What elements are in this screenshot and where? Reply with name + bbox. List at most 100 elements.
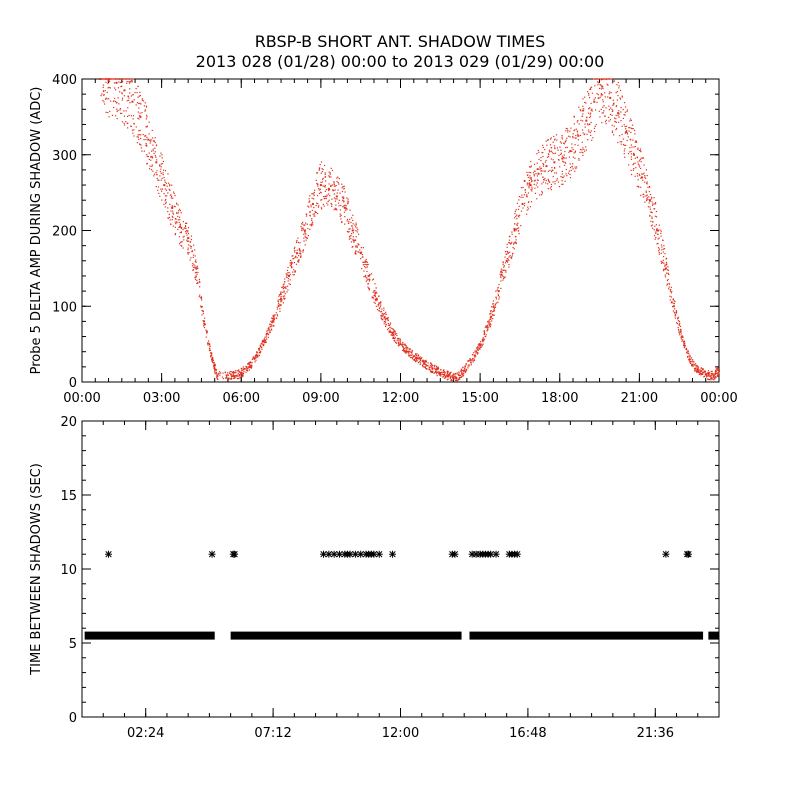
data-point-cloud xyxy=(646,199,648,202)
data-point-cloud xyxy=(666,283,668,285)
data-point-cloud xyxy=(625,125,628,127)
data-point-cloud xyxy=(240,371,243,373)
data-point-cloud xyxy=(714,373,717,376)
data-point-cloud xyxy=(289,279,291,281)
data-point-cloud xyxy=(617,141,619,144)
data-point-cloud xyxy=(515,228,517,230)
data-point-cloud xyxy=(158,179,160,181)
data-point-cloud xyxy=(237,374,239,376)
data-point-cloud xyxy=(651,224,653,226)
data-point-cloud xyxy=(571,150,573,152)
data-point-cloud xyxy=(364,260,366,262)
data-point-cloud xyxy=(444,371,446,373)
data-point-cloud xyxy=(563,157,565,159)
data-point-cloud xyxy=(300,250,302,252)
data-point-cloud xyxy=(502,264,504,266)
data-point-cloud xyxy=(657,247,660,249)
data-point-cloud xyxy=(697,367,699,369)
data-point-cloud xyxy=(608,93,610,95)
data-point-cloud xyxy=(480,344,482,346)
data-point-cloud xyxy=(471,354,474,356)
data-point-cloud xyxy=(141,98,144,100)
data-point-cloud xyxy=(655,224,657,226)
data-point-cloud xyxy=(245,369,247,371)
data-point-cloud xyxy=(418,361,420,363)
data-point-cloud xyxy=(394,336,396,339)
data-point-cloud xyxy=(488,321,490,324)
data-point-cloud xyxy=(352,232,354,234)
data-point-cloud xyxy=(613,80,616,82)
data-point-cloud xyxy=(691,364,693,366)
data-point-cloud xyxy=(282,295,284,297)
data-point-cloud xyxy=(393,332,395,334)
data-point-cloud xyxy=(374,292,376,294)
data-point-cloud xyxy=(209,348,211,350)
data-point-cloud xyxy=(145,144,147,147)
data-point-cloud xyxy=(613,102,615,104)
data-point-cloud xyxy=(226,376,228,378)
data-point-cloud xyxy=(303,224,305,227)
data-point-cloud xyxy=(145,118,148,120)
data-point-cloud xyxy=(664,269,666,271)
data-point-cloud xyxy=(415,358,418,360)
data-point-cloud xyxy=(398,344,400,346)
data-point-cloud xyxy=(285,286,287,288)
data-point-cloud xyxy=(133,129,135,131)
data-point-cloud xyxy=(651,201,653,203)
data-point-cloud xyxy=(312,193,314,195)
data-point-cloud xyxy=(611,82,613,84)
data-point-cloud xyxy=(256,356,258,358)
data-point-cloud xyxy=(189,245,191,247)
data-point-cloud xyxy=(576,130,579,132)
data-point-cloud xyxy=(176,202,178,204)
data-point-cloud xyxy=(407,347,409,349)
data-point-cloud xyxy=(185,232,187,234)
data-point-cloud xyxy=(660,244,663,246)
data-point-cloud xyxy=(365,261,367,263)
data-point-cloud xyxy=(261,348,263,350)
data-point-cloud xyxy=(663,248,666,250)
data-point-cloud xyxy=(378,295,380,298)
data-point xyxy=(335,195,338,198)
data-point-cloud xyxy=(718,372,720,374)
data-point-cloud xyxy=(547,170,550,172)
data-point-cloud xyxy=(496,302,498,304)
data-point-cloud xyxy=(639,148,642,150)
data-point-cloud xyxy=(163,176,165,179)
data-point-cloud xyxy=(205,329,207,331)
data-point-cloud xyxy=(234,375,236,377)
data-point-cloud xyxy=(204,323,206,325)
data-point-cloud xyxy=(248,367,250,369)
data-point-cloud xyxy=(459,374,461,377)
data-point-cloud xyxy=(123,110,125,112)
data-point-cloud xyxy=(328,176,331,178)
data-point-cloud xyxy=(310,206,312,208)
data-point-cloud xyxy=(100,78,103,80)
data-point-cloud xyxy=(509,255,511,257)
data-point-cloud xyxy=(265,333,267,335)
data-point-cloud xyxy=(511,241,513,243)
data-point-cloud xyxy=(347,231,349,233)
star-stroke xyxy=(662,551,670,558)
data-point-cloud xyxy=(630,144,632,146)
data-point-cloud xyxy=(118,81,120,83)
data-point-cloud xyxy=(692,359,694,361)
data-point-cloud xyxy=(316,172,319,174)
data-point-cloud xyxy=(547,178,549,180)
data-point-cloud xyxy=(652,203,654,205)
data-point-cloud xyxy=(640,177,642,179)
data-point-cloud xyxy=(431,371,434,374)
data-point-cloud xyxy=(663,262,665,264)
data-point-cloud xyxy=(527,208,530,210)
data-point-cloud xyxy=(592,137,594,139)
data-point-cloud xyxy=(144,109,146,111)
data-point-cloud xyxy=(580,110,582,112)
data-point-cloud xyxy=(188,244,190,246)
data-point-cloud xyxy=(574,144,576,146)
data-point-cloud xyxy=(214,372,216,374)
data-point-cloud xyxy=(294,249,296,252)
data-point-cloud xyxy=(317,185,319,187)
data-point-cloud xyxy=(624,111,626,113)
data-point-cloud xyxy=(367,283,369,285)
data-point-cloud xyxy=(637,148,639,150)
